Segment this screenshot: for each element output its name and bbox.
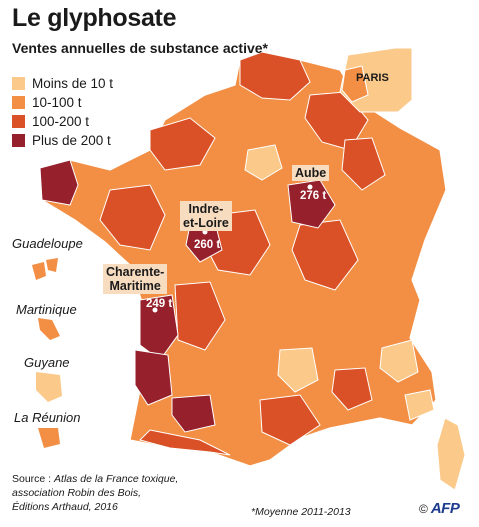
legend-label: 100-200 t <box>32 114 90 129</box>
legend-label: Moins de 10 t <box>32 76 114 91</box>
indre-et-loire-label: Indre- et-Loire <box>180 201 232 231</box>
indre-et-loire-value: 260 t <box>194 239 221 251</box>
guadeloupe-shape <box>32 258 58 280</box>
martinique-shape <box>38 318 60 340</box>
region-100-200-south <box>259 394 321 446</box>
legend-item: 10-100 t <box>12 93 113 112</box>
aube-marker <box>307 184 313 190</box>
region-100-200-burgundy <box>291 219 359 291</box>
legend-swatch <box>12 134 25 147</box>
footnote: *Moyenne 2011-2013 <box>251 506 351 518</box>
legend-swatch <box>12 77 25 90</box>
afp-logo: AFP <box>430 500 460 517</box>
region-gt200-charente-maritime <box>139 294 179 361</box>
legend-item: Plus de 200 t <box>12 131 113 150</box>
guyane-label: Guyane <box>24 355 70 370</box>
legend: Moins de 10 t 10-100 t 100-200 t Plus de… <box>12 74 113 150</box>
source-line2: association Robin des Bois, <box>12 487 141 499</box>
map-subtitle: Ventes annuelles de substance active* <box>12 40 269 56</box>
reunion-label: La Réunion <box>14 410 81 425</box>
region-100-200-pyrenees <box>139 429 231 456</box>
aube-value: 276 t <box>300 190 327 202</box>
martinique-label: Martinique <box>16 302 77 317</box>
legend-label: 10-100 t <box>32 95 82 110</box>
charente-maritime-label-line2: Maritime <box>109 279 161 293</box>
legend-swatch <box>12 96 25 109</box>
region-lt10-east <box>379 339 419 383</box>
corsica <box>436 417 466 491</box>
region-gt200-brittany <box>39 159 79 206</box>
legend-swatch <box>12 115 25 128</box>
guyane-shape <box>36 372 62 402</box>
charente-maritime-label-line1: Charente- <box>106 265 165 279</box>
aube-label: Aube <box>292 165 330 181</box>
region-gt200-gironde <box>134 349 173 406</box>
paris-inset-dept <box>341 65 369 103</box>
region-lt10-alps <box>404 389 435 421</box>
region-100-200-north <box>239 51 311 101</box>
copyright-symbol: © <box>419 501 428 516</box>
source-prefix: Source : <box>12 473 55 485</box>
map-title: Le glyphosate <box>12 4 177 32</box>
charente-maritime-label: Charente- Maritime <box>103 264 168 294</box>
paris-label: PARIS <box>356 72 389 84</box>
region-100-200-rhone <box>331 367 373 411</box>
region-lt10-paris-surround <box>244 144 283 181</box>
indre-et-loire-label-line1: Indre- <box>188 202 224 216</box>
legend-item: Moins de 10 t <box>12 74 113 93</box>
charente-maritime-marker <box>152 307 158 313</box>
reunion-shape <box>38 428 60 448</box>
source-note: Source : Atlas de la France toxique, ass… <box>12 472 178 514</box>
indre-et-loire-label-line2: et-Loire <box>183 216 229 230</box>
region-100-200-loire <box>99 184 166 251</box>
region-gt200-tarn <box>171 394 216 433</box>
source-title: Atlas de la France toxique, <box>54 473 179 485</box>
guadeloupe-label: Guadeloupe <box>12 236 83 251</box>
credit: © AFP <box>419 500 460 517</box>
legend-label: Plus de 200 t <box>32 133 111 148</box>
region-100-200-east <box>341 137 386 191</box>
source-line3: Éditions Arthaud, 2016 <box>12 501 118 513</box>
legend-item: 100-200 t <box>12 112 113 131</box>
region-lt10-center <box>277 347 319 393</box>
charente-maritime-value: 249 t <box>146 298 173 310</box>
region-100-200-normandy <box>149 117 216 171</box>
